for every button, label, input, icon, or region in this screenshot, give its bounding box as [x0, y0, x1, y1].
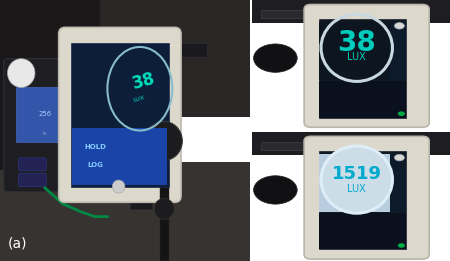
FancyBboxPatch shape: [252, 132, 450, 155]
FancyBboxPatch shape: [130, 47, 153, 209]
Text: lx: lx: [43, 130, 47, 136]
Text: LOG: LOG: [87, 162, 103, 168]
FancyBboxPatch shape: [261, 142, 400, 150]
FancyBboxPatch shape: [70, 43, 207, 57]
Text: 256: 256: [38, 111, 52, 116]
FancyBboxPatch shape: [304, 136, 429, 259]
FancyBboxPatch shape: [252, 0, 450, 23]
FancyBboxPatch shape: [19, 158, 46, 171]
FancyBboxPatch shape: [391, 22, 406, 80]
FancyBboxPatch shape: [16, 87, 74, 142]
Circle shape: [398, 243, 405, 248]
FancyBboxPatch shape: [0, 162, 250, 261]
FancyBboxPatch shape: [4, 59, 91, 192]
Text: 38: 38: [338, 29, 376, 57]
FancyBboxPatch shape: [100, 0, 250, 117]
Circle shape: [8, 59, 35, 87]
FancyBboxPatch shape: [160, 151, 169, 261]
Text: 1519: 1519: [332, 165, 382, 183]
FancyBboxPatch shape: [319, 154, 395, 212]
FancyBboxPatch shape: [71, 43, 169, 187]
Text: (a): (a): [8, 236, 27, 251]
Text: HOLD: HOLD: [84, 144, 106, 150]
Text: (c): (c): [260, 240, 278, 254]
FancyBboxPatch shape: [319, 81, 406, 117]
Text: LUX: LUX: [132, 95, 145, 103]
Circle shape: [253, 176, 297, 204]
Circle shape: [395, 155, 405, 161]
Text: LUX: LUX: [347, 184, 366, 194]
Circle shape: [253, 44, 297, 72]
FancyBboxPatch shape: [319, 213, 406, 249]
Ellipse shape: [321, 146, 392, 213]
FancyBboxPatch shape: [58, 27, 181, 202]
FancyBboxPatch shape: [391, 154, 406, 212]
Circle shape: [154, 198, 174, 219]
FancyBboxPatch shape: [0, 0, 137, 170]
FancyBboxPatch shape: [319, 22, 395, 80]
FancyBboxPatch shape: [319, 151, 406, 249]
Circle shape: [395, 23, 405, 29]
Text: LUX: LUX: [347, 52, 366, 62]
Circle shape: [398, 111, 405, 116]
FancyBboxPatch shape: [261, 10, 400, 18]
FancyBboxPatch shape: [304, 4, 429, 127]
FancyBboxPatch shape: [319, 19, 406, 117]
Text: 38: 38: [130, 69, 157, 93]
FancyBboxPatch shape: [72, 128, 167, 185]
Circle shape: [112, 180, 125, 193]
FancyBboxPatch shape: [19, 174, 46, 187]
Circle shape: [145, 121, 182, 161]
Text: (b): (b): [260, 108, 279, 122]
